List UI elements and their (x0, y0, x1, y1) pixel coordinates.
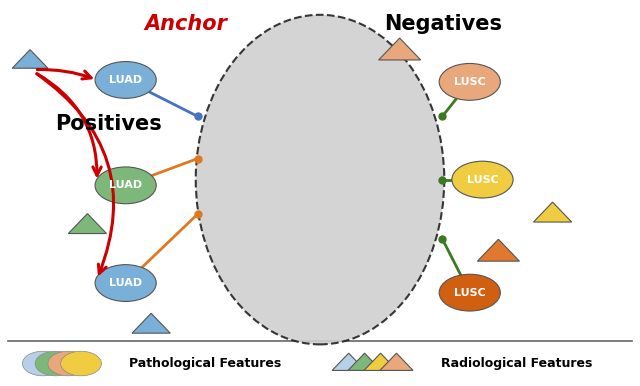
Text: Radiological Features: Radiological Features (441, 357, 593, 370)
Circle shape (95, 265, 156, 301)
Circle shape (35, 351, 76, 376)
Text: LUAD: LUAD (109, 180, 142, 190)
Polygon shape (348, 353, 381, 371)
Text: Positives: Positives (56, 114, 163, 134)
Polygon shape (332, 353, 365, 371)
Circle shape (452, 161, 513, 198)
Circle shape (48, 351, 89, 376)
Text: Pathological Features: Pathological Features (129, 357, 281, 370)
Polygon shape (68, 213, 106, 234)
Ellipse shape (196, 15, 444, 344)
Polygon shape (379, 38, 420, 60)
Text: LUAD: LUAD (109, 278, 142, 288)
Polygon shape (380, 353, 413, 371)
Polygon shape (364, 353, 397, 371)
Polygon shape (132, 313, 170, 333)
Polygon shape (12, 50, 48, 68)
Circle shape (95, 167, 156, 204)
Text: LUSC: LUSC (454, 77, 486, 87)
Circle shape (439, 274, 500, 311)
Circle shape (61, 351, 101, 376)
Text: LUSC: LUSC (467, 174, 499, 185)
Polygon shape (534, 202, 572, 222)
Text: LUAD: LUAD (109, 75, 142, 85)
Text: LUSC: LUSC (454, 288, 486, 298)
Circle shape (95, 61, 156, 98)
Circle shape (439, 63, 500, 100)
Text: Negatives: Negatives (384, 14, 502, 34)
Circle shape (22, 351, 63, 376)
Text: Anchor: Anchor (145, 14, 228, 34)
Polygon shape (477, 239, 520, 261)
